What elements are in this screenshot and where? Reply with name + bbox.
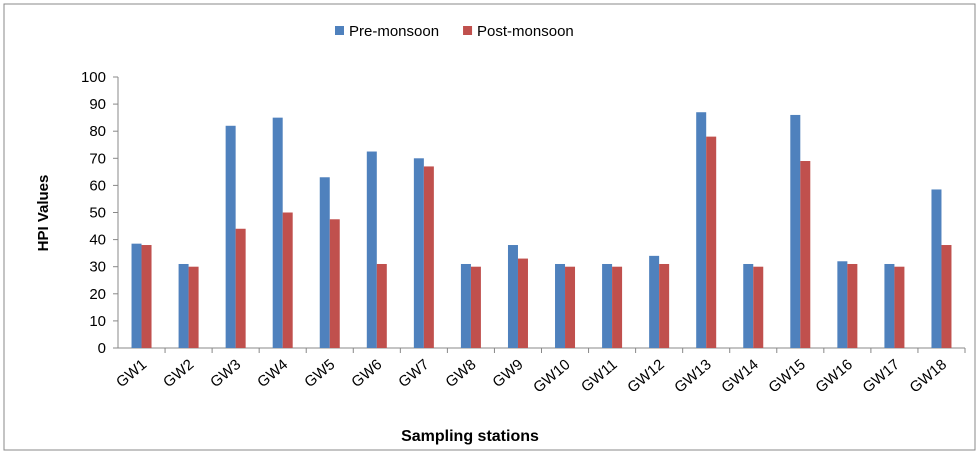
bar [366,151,377,348]
bar [612,266,623,348]
bar [555,263,566,348]
legend-swatch [335,26,344,35]
bar [790,114,801,348]
y-tick-label: 20 [89,286,106,303]
y-tick-label: 100 [81,69,106,86]
y-tick-label: 10 [89,313,106,330]
bar [884,263,895,348]
bar [188,266,199,348]
legend-label: Post-monsoon [477,23,574,40]
y-tick-label: 80 [89,123,106,140]
bar [800,161,811,348]
y-tick-label: 30 [89,259,106,276]
bar [423,166,434,348]
bar [837,261,848,348]
y-tick-label: 60 [89,177,106,194]
bar [319,177,330,348]
bar [931,189,942,348]
bar [329,219,340,348]
bar [847,263,858,348]
bar [235,228,246,348]
bar [178,263,189,348]
bar [225,125,236,348]
y-tick-label: 50 [89,205,106,222]
bar [743,263,754,348]
bar [706,136,717,348]
bar [696,112,707,348]
bar [470,266,481,348]
bar [141,245,152,348]
bar [659,263,670,348]
y-tick-label: 90 [89,96,106,113]
bar [282,212,293,348]
bar [413,158,424,348]
chart-frame [3,3,976,451]
bar [602,263,613,348]
bar [131,243,142,348]
bar [460,263,471,348]
y-tick-label: 0 [98,340,106,357]
bar [894,266,905,348]
legend-label: Pre-monsoon [349,23,439,40]
y-tick-label: 70 [89,150,106,167]
legend-swatch [463,26,473,35]
bar [649,255,660,348]
y-tick-label: 40 [89,232,106,249]
bar [941,245,952,348]
bar [753,266,764,348]
y-axis-title: HPI Values [35,175,52,252]
bar [517,258,528,348]
bar [376,263,387,348]
bar [507,245,518,348]
bar [272,117,283,349]
x-axis-title: Sampling stations [401,428,539,445]
bar [565,266,576,348]
